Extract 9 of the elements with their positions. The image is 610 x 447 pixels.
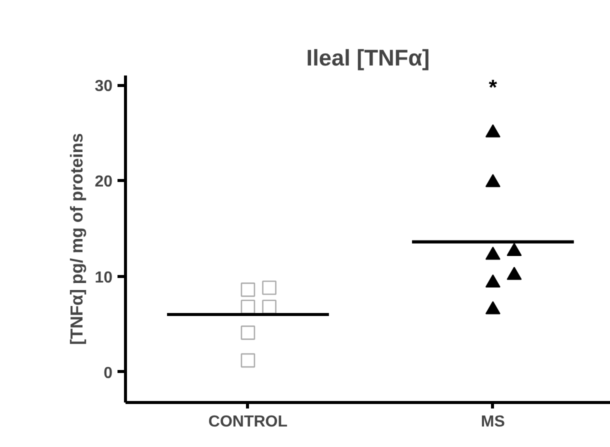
y-tick-label: 10 [94,269,113,286]
x-tick-label: MS [480,414,506,430]
y-axis-title: [TNFα] pg/ mg of proteins [66,133,87,345]
annotation: * [488,76,498,100]
chart-title: Ileal [TNFα] [306,44,430,70]
x-tick-label: CONTROL [208,414,288,430]
y-tick-label: 0 [104,364,113,382]
y-tick-label: 30 [94,78,113,96]
y-tick-label: 20 [94,174,113,191]
